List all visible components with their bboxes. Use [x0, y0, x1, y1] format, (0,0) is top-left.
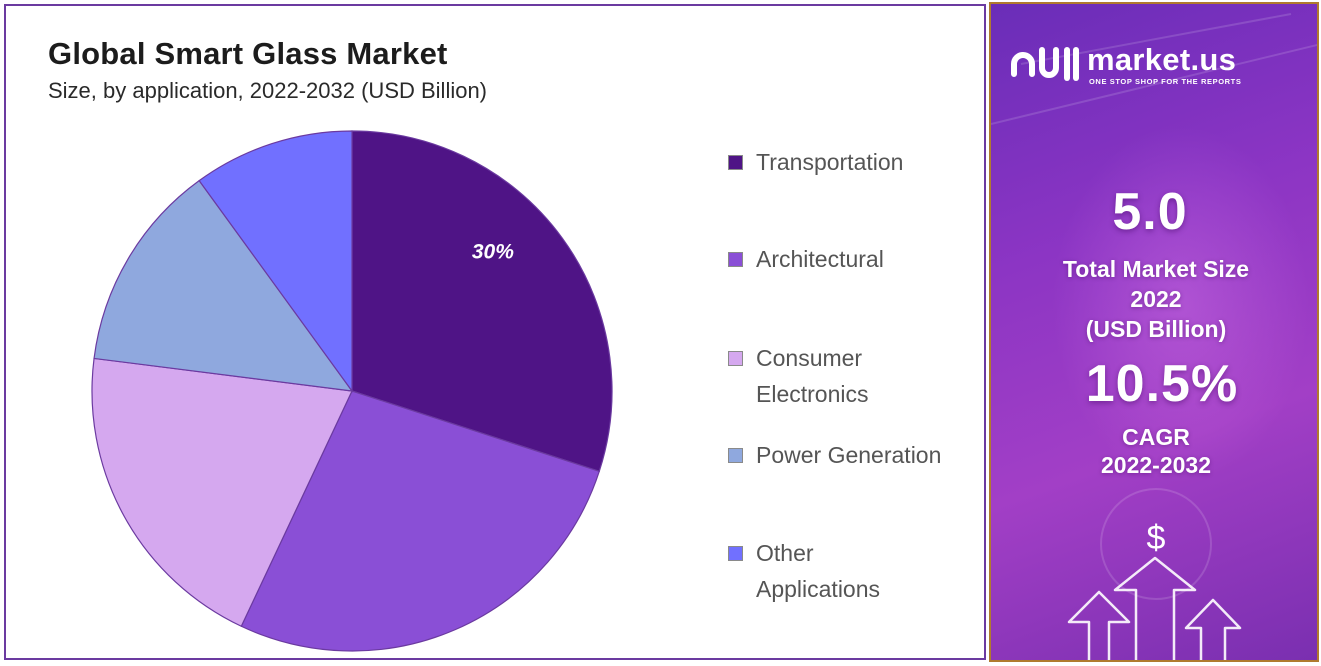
pie-slice-architectural	[240, 390, 601, 652]
legend-label: Transportation	[756, 149, 904, 175]
legend-swatch	[728, 252, 743, 267]
market-size-label-line3: (USD Billion)	[1085, 316, 1227, 342]
legend-swatch	[728, 351, 743, 366]
market-summary-panel: $ market.us ONE STOP SHOP FOR THE REPORT…	[989, 2, 1319, 662]
legend-swatch	[728, 448, 743, 463]
pie-slice-transportation	[351, 130, 613, 473]
arrow-up-icon	[1113, 556, 1197, 660]
legend-label: Consumer Electronics	[756, 345, 869, 407]
decorative-line	[991, 43, 1317, 125]
coin-icon	[1100, 488, 1212, 600]
chart-title: Global Smart Glass Market	[48, 36, 448, 71]
legend-label: Other Applications	[756, 540, 881, 602]
cagr-value: 10.5%	[1085, 355, 1239, 413]
market-us-logo-icon	[1011, 47, 1079, 81]
market-size-label-line2: 2022	[1130, 286, 1182, 312]
pie-chart: 30%	[91, 130, 613, 652]
brand-logo: market.us ONE STOP SHOP FOR THE REPORTS	[1009, 40, 1309, 90]
legend-label: Architectural	[756, 246, 884, 272]
legend-label: Power Generation	[756, 442, 942, 468]
brand-tagline: ONE STOP SHOP FOR THE REPORTS	[1089, 77, 1242, 86]
cagr-label-line1: CAGR	[1122, 424, 1190, 450]
arrow-up-icon	[1067, 590, 1131, 660]
legend-swatch	[728, 546, 743, 561]
market-size-value: 5.0	[1112, 183, 1188, 241]
brand-name: market.us	[1087, 42, 1237, 77]
chart-panel: Global Smart Glass Market Size, by appli…	[4, 4, 986, 660]
dollar-icon: $	[1146, 519, 1166, 557]
market-size-label-line1: Total Market Size	[1062, 256, 1250, 282]
pie-data-label: 30%	[472, 241, 514, 264]
background-glow	[1051, 124, 1311, 484]
pie-slice-other-applications	[198, 130, 353, 393]
pie-slice-power-generation	[93, 179, 354, 392]
legend-swatch	[728, 155, 743, 170]
arrow-up-icon	[1184, 598, 1242, 660]
chart-subtitle: Size, by application, 2022-2032 (USD Bil…	[48, 78, 488, 103]
pie-slice-consumer-electronics	[91, 357, 353, 628]
cagr-label-line2: 2022-2032	[1101, 452, 1211, 478]
